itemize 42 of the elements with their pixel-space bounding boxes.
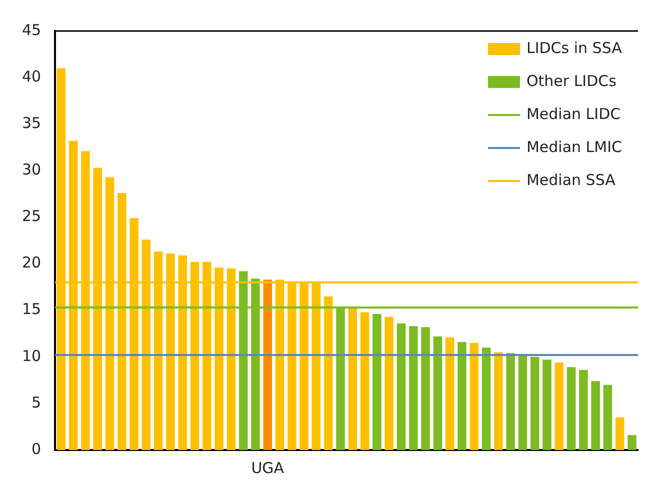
y-tick-label: 30 [22, 160, 42, 179]
bar [628, 435, 636, 450]
bar [421, 327, 430, 450]
bar [348, 308, 358, 450]
bar [603, 384, 612, 450]
bar [324, 296, 333, 450]
y-tick-label: 0 [32, 440, 42, 458]
y-tick-label: 45 [22, 20, 42, 39]
bar [372, 314, 382, 450]
legend-label: LIDCs in SSA [526, 38, 622, 59]
y-tick-label: 15 [22, 300, 42, 318]
legend-label: Median LIDC [526, 104, 621, 125]
bar [409, 326, 418, 450]
legend-label: Other LIDCs [526, 71, 616, 92]
bar [470, 342, 478, 450]
bar [542, 360, 552, 450]
bar [433, 336, 442, 450]
bar [263, 280, 272, 450]
bar [518, 354, 528, 450]
y-tick-label: 20 [22, 254, 42, 272]
bar [458, 342, 466, 450]
bar [530, 356, 540, 450]
bar [554, 362, 564, 450]
bar [360, 312, 370, 450]
y-tick-label: 25 [22, 207, 42, 226]
legend-label: Median LMIC [526, 137, 622, 158]
x-tick-label: UGA [251, 458, 285, 477]
legend-label: Median SSA [526, 170, 616, 191]
bar [615, 417, 624, 450]
bar [482, 348, 491, 450]
bar [396, 323, 406, 450]
bar [494, 352, 503, 450]
bar [566, 367, 576, 450]
bar [506, 353, 515, 450]
y-tick-label: 35 [22, 114, 42, 132]
bar [591, 381, 600, 450]
bar [384, 316, 394, 450]
bar [579, 370, 588, 450]
y-tick-label: 10 [22, 346, 42, 365]
y-tick-label: 40 [22, 67, 42, 86]
bar [445, 337, 454, 450]
y-tick-label: 5 [32, 393, 42, 412]
